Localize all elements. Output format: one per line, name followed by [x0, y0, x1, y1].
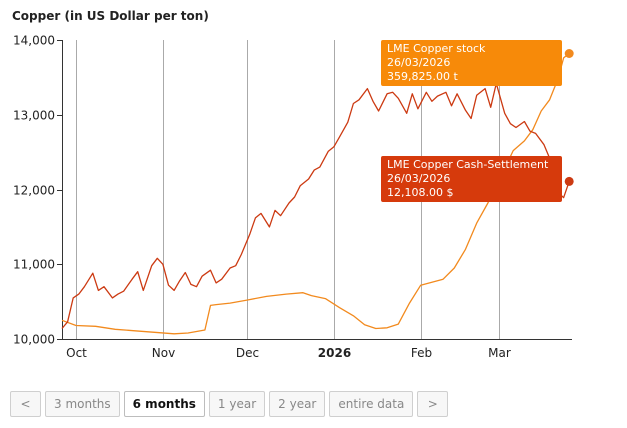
tooltip-cash-settlement: LME Copper Cash-Settlement 26/03/2026 12… — [381, 156, 562, 202]
tooltip-value: 359,825.00 t — [387, 70, 458, 83]
y-tick-label: 12,000 — [13, 184, 55, 198]
tooltip-series-name: LME Copper Cash-Settlement — [387, 158, 549, 171]
x-tick-label: Mar — [488, 346, 511, 360]
x-axis-ticks: Oct Nov Dec 2026 Feb Mar — [66, 346, 511, 360]
copper-chart: 10,000 11,000 12,000 13,000 14,000 Oct Nov Dec… — [13, 34, 574, 360]
range-entire-data-button[interactable]: entire data — [329, 391, 414, 417]
next-button[interactable]: > — [417, 391, 449, 417]
tooltip-series-name: LME Copper stock — [387, 42, 486, 55]
x-tick-label: Feb — [411, 346, 432, 360]
x-tick-label: Nov — [152, 346, 175, 360]
x-tick-label: 2026 — [318, 346, 351, 360]
y-tick-label: 13,000 — [13, 109, 55, 123]
range-controls: < 3 months 6 months 1 year 2 year entire… — [10, 391, 449, 417]
range-1-year-button[interactable]: 1 year — [208, 391, 266, 417]
tooltip-value: 12,108.00 $ — [387, 186, 454, 199]
y-tick-label: 11,000 — [13, 258, 55, 272]
prev-button[interactable]: < — [10, 391, 41, 417]
y-tick-label: 14,000 — [13, 34, 55, 48]
chart-title: Copper (in US Dollar per ton) — [12, 9, 209, 23]
series-line-cash-settlement — [61, 82, 570, 329]
x-tick-label: Dec — [236, 346, 259, 360]
range-6-months-button[interactable]: 6 months — [123, 391, 205, 417]
y-tick-label: 10,000 — [13, 333, 55, 347]
series-end-marker — [564, 49, 574, 58]
x-tick-label: Oct — [66, 346, 87, 360]
series-end-marker — [564, 176, 574, 186]
axes — [62, 40, 572, 340]
tooltip-date: 26/03/2026 — [387, 56, 451, 69]
range-3-months-button[interactable]: 3 months — [45, 391, 120, 417]
range-2-year-button[interactable]: 2 year — [269, 391, 326, 417]
series-lines — [61, 52, 570, 335]
tooltip-copper-stock: LME Copper stock 26/03/2026 359,825.00 t — [381, 40, 562, 86]
series-end-markers — [564, 49, 574, 186]
series-line-copper-stock — [61, 52, 570, 335]
tooltip-date: 26/03/2026 — [387, 172, 451, 185]
y-axis-ticks: 10,000 11,000 12,000 13,000 14,000 — [13, 34, 62, 347]
